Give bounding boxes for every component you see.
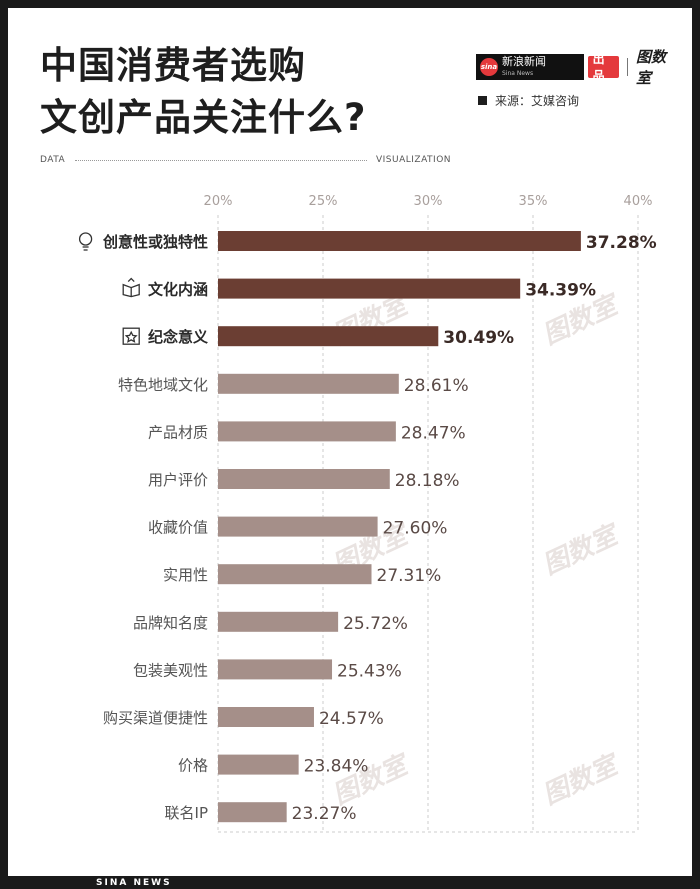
bar	[218, 754, 299, 775]
x-tick-label: 35%	[519, 194, 548, 209]
value-label: 23.84%	[304, 757, 369, 777]
book-icon	[122, 277, 140, 298]
bar	[218, 516, 378, 537]
value-label: 23.27%	[292, 804, 357, 824]
bar	[218, 421, 396, 442]
value-label: 28.61%	[404, 376, 469, 396]
sina-news-logo: sina 新浪新闻 Sina News	[476, 54, 584, 80]
logo-divider	[627, 58, 628, 76]
x-tick-label: 20%	[204, 194, 233, 209]
bar	[218, 278, 521, 299]
category-label: 包装美观性	[133, 661, 208, 679]
category-label: 价格	[178, 757, 208, 775]
lightbulb-icon	[78, 232, 93, 251]
value-label: 27.31%	[377, 566, 442, 586]
category-label: 创意性或独特性	[102, 233, 208, 251]
category-label: 纪念意义	[148, 328, 208, 346]
category-label: 联名IP	[165, 804, 208, 822]
chart-card	[8, 8, 692, 876]
bar	[218, 564, 372, 585]
value-label: 25.43%	[337, 661, 402, 681]
category-label: 文化内涵	[148, 281, 208, 299]
category-label: 实用性	[163, 566, 208, 584]
x-tick-label: 25%	[309, 194, 338, 209]
bar	[218, 469, 390, 489]
divider-right-label: VISUALIZATION	[376, 155, 452, 165]
value-label: 28.47%	[401, 423, 466, 443]
value-label: 37.28%	[586, 233, 657, 253]
source-text: 来源：艾媒咨询	[495, 94, 580, 108]
sina-eye-icon: sina	[480, 58, 498, 76]
produce-badge: 出品	[587, 52, 620, 83]
brand-logo: 图数室	[635, 48, 666, 87]
bar	[218, 231, 581, 251]
bar	[218, 707, 314, 727]
publisher-logo: sina 新浪新闻 Sina News 出品 图数室	[476, 48, 676, 87]
badge-icon	[122, 327, 140, 345]
category-label: 特色地域文化	[118, 376, 208, 394]
category-label: 产品材质	[148, 423, 208, 441]
x-tick-label: 30%	[414, 194, 443, 209]
value-label: 30.49%	[443, 328, 514, 348]
category-label: 品牌知名度	[133, 614, 208, 632]
source-note: 来源：艾媒咨询	[478, 92, 579, 109]
value-label: 28.18%	[395, 471, 460, 491]
page-title: 中国消费者选购 文创产品关注什么?	[40, 40, 366, 144]
dotted-divider	[75, 160, 367, 161]
category-label: 购买渠道便捷性	[103, 709, 208, 727]
footer-brand: SINA NEWS	[96, 878, 172, 888]
bar	[218, 373, 399, 394]
title-line-1: 中国消费者选购	[40, 44, 306, 87]
value-label: 34.39%	[525, 281, 596, 301]
value-label: 27.60%	[383, 519, 448, 539]
category-label: 收藏价值	[148, 519, 208, 537]
value-label: 25.72%	[343, 614, 408, 634]
x-tick-label: 40%	[624, 194, 653, 209]
title-line-2: 文创产品关注什么?	[40, 96, 367, 139]
sina-cn-text: 新浪新闻	[502, 54, 546, 68]
bar	[218, 802, 287, 823]
divider-left-label: DATA	[40, 155, 66, 165]
square-bullet-icon	[478, 96, 487, 105]
value-label: 24.57%	[319, 709, 384, 729]
bar	[218, 659, 333, 680]
sina-en-text: Sina News	[502, 69, 534, 77]
bar	[218, 326, 439, 347]
bar	[218, 611, 339, 632]
category-label: 用户评价	[148, 471, 208, 489]
